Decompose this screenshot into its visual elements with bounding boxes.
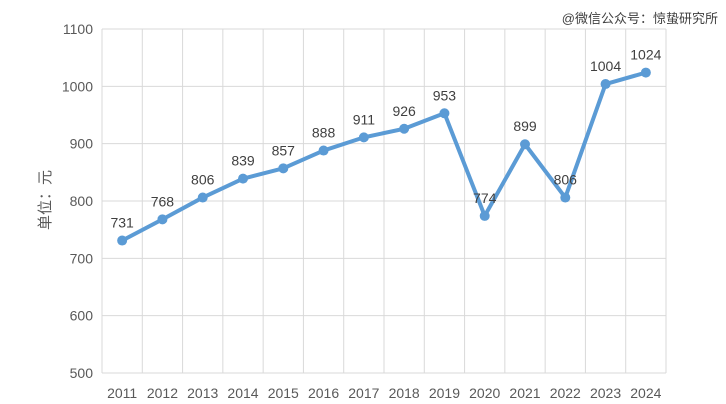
x-axis-ticks: 2011 2012 2013 2014 2015 2016 2017 2018 2019 2020… xyxy=(107,385,662,401)
data-labels: 731 768 806 839 857 888 911 926 953 774 899 806 1004… xyxy=(110,47,661,231)
data-point xyxy=(399,123,410,134)
x-tick-label: 2016 xyxy=(308,385,339,401)
series-group xyxy=(117,67,651,246)
data-label: 839 xyxy=(231,153,255,169)
data-label: 926 xyxy=(392,103,416,119)
x-tick-label: 2024 xyxy=(630,385,661,401)
data-point xyxy=(439,108,450,119)
x-tick-label: 2015 xyxy=(268,385,299,401)
data-point xyxy=(278,163,289,174)
data-point xyxy=(520,139,530,150)
x-tick-label: 2012 xyxy=(147,385,178,401)
y-tick-label: 500 xyxy=(70,365,94,381)
x-tick-label: 2018 xyxy=(389,385,420,401)
x-tick-label: 2019 xyxy=(429,385,460,401)
x-tick-label: 2011 xyxy=(107,385,137,401)
x-tick-label: 2021 xyxy=(509,385,540,401)
y-tick-label: 1100 xyxy=(63,21,93,37)
data-label: 899 xyxy=(513,118,537,134)
data-point xyxy=(117,235,128,246)
series-line xyxy=(120,70,648,243)
data-point xyxy=(600,79,611,90)
data-label: 911 xyxy=(353,111,376,127)
data-label: 857 xyxy=(272,142,296,158)
y-tick-label: 800 xyxy=(70,193,94,209)
data-label: 1024 xyxy=(630,47,661,63)
data-label: 774 xyxy=(473,190,497,206)
x-tick-label: 2020 xyxy=(469,385,500,401)
data-label: 1004 xyxy=(590,58,621,74)
x-tick-label: 2013 xyxy=(187,385,218,401)
watermark-text: @微信公众号：惊蛰研究所 xyxy=(562,11,718,26)
y-tick-label: 600 xyxy=(70,308,94,324)
data-point xyxy=(560,192,571,203)
data-point xyxy=(157,214,168,225)
data-point xyxy=(238,173,248,184)
data-label: 768 xyxy=(151,193,175,209)
data-label: 888 xyxy=(312,125,336,141)
data-label: 953 xyxy=(433,87,457,103)
x-tick-label: 2022 xyxy=(550,385,581,401)
y-axis-ticks: 500 600 700 800 900 1000 1100 xyxy=(62,21,93,381)
data-point xyxy=(479,210,490,221)
y-tick-label: 700 xyxy=(70,250,94,266)
y-axis-title: 单位：元 xyxy=(37,170,54,230)
data-label: 731 xyxy=(110,215,134,231)
y-tick-label: 1000 xyxy=(62,78,93,94)
gridlines xyxy=(101,28,667,374)
data-point xyxy=(640,67,651,78)
data-label: 806 xyxy=(554,172,578,188)
data-point xyxy=(358,132,369,143)
x-tick-label: 2014 xyxy=(227,385,258,401)
y-tick-label: 900 xyxy=(70,136,94,152)
x-tick-label: 2017 xyxy=(348,385,379,401)
data-point xyxy=(318,145,329,156)
data-point xyxy=(197,192,208,203)
x-tick-label: 2023 xyxy=(590,385,621,401)
data-label: 806 xyxy=(191,172,215,188)
